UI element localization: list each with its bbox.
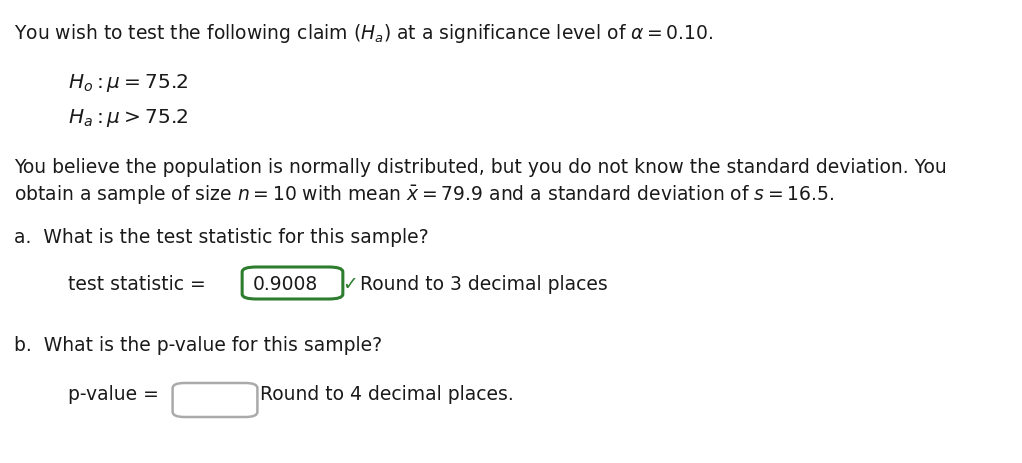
Text: You believe the population is normally distributed, but you do not know the stan: You believe the population is normally d… — [14, 158, 946, 176]
Text: Round to 4 decimal places.: Round to 4 decimal places. — [260, 384, 514, 403]
Text: $H_o:\mu = 75.2$: $H_o:\mu = 75.2$ — [68, 72, 188, 94]
Text: obtain a sample of size $n = 10$ with mean $\bar{x} = 79.9$ and a standard devia: obtain a sample of size $n = 10$ with me… — [14, 182, 834, 206]
Text: a.  What is the test statistic for this sample?: a. What is the test statistic for this s… — [14, 227, 428, 246]
Text: test statistic =: test statistic = — [68, 275, 212, 294]
Text: p-value =: p-value = — [68, 384, 165, 403]
Text: $H_a:\mu > 75.2$: $H_a:\mu > 75.2$ — [68, 107, 188, 129]
Text: ✓: ✓ — [342, 275, 358, 294]
Text: Round to 3 decimal places: Round to 3 decimal places — [360, 275, 608, 294]
FancyBboxPatch shape — [173, 383, 258, 417]
Text: You wish to test the following claim $(H_a)$ at a significance level of $\alpha : You wish to test the following claim $(H… — [14, 22, 713, 45]
Text: 0.9008: 0.9008 — [252, 274, 318, 293]
FancyBboxPatch shape — [242, 268, 342, 300]
Text: b.  What is the p-value for this sample?: b. What is the p-value for this sample? — [14, 335, 382, 354]
